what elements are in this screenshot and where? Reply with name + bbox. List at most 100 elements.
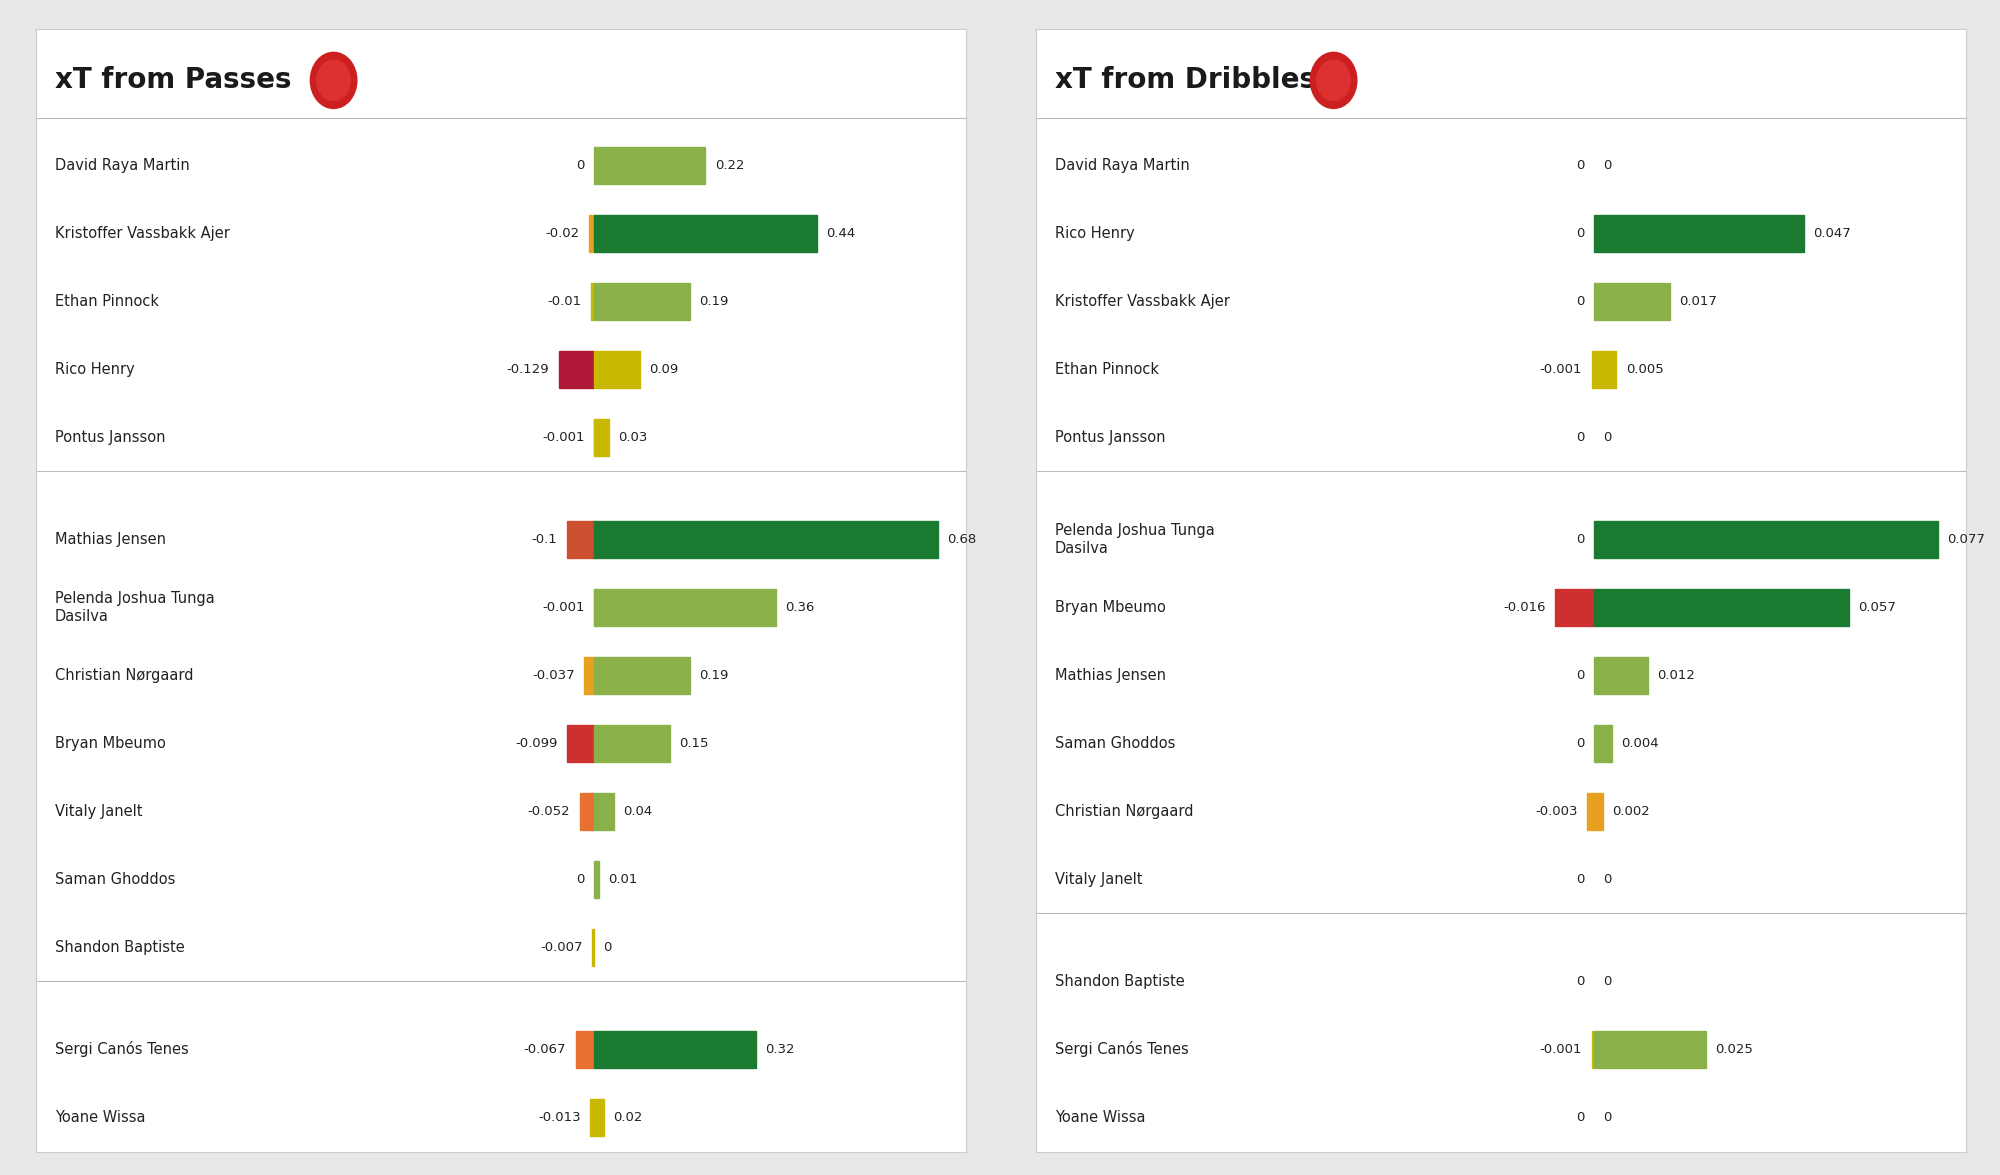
Text: Mathias Jensen: Mathias Jensen <box>1054 667 1166 683</box>
Bar <box>594 418 610 456</box>
Text: 0: 0 <box>576 159 584 172</box>
Text: Ethan Pinnock: Ethan Pinnock <box>1054 362 1158 377</box>
Bar <box>1594 521 1938 558</box>
Bar <box>594 725 670 763</box>
Text: 0.44: 0.44 <box>826 227 856 240</box>
Text: -0.016: -0.016 <box>1504 600 1546 615</box>
Text: 0: 0 <box>1576 669 1584 682</box>
Text: 0: 0 <box>1604 975 1612 988</box>
Bar <box>594 589 776 626</box>
Circle shape <box>1316 60 1350 101</box>
Text: xT from Passes: xT from Passes <box>54 66 292 94</box>
Text: -0.099: -0.099 <box>516 737 558 750</box>
Bar <box>594 147 706 184</box>
Bar <box>1586 793 1594 831</box>
Text: Pelenda Joshua Tunga
Dasilva: Pelenda Joshua Tunga Dasilva <box>54 591 214 624</box>
Text: Saman Ghoddos: Saman Ghoddos <box>1054 736 1174 751</box>
Text: 0: 0 <box>1576 295 1584 308</box>
Bar <box>1592 1030 1594 1068</box>
Text: xT from Dribbles: xT from Dribbles <box>1054 66 1316 94</box>
Text: 0.15: 0.15 <box>680 737 708 750</box>
Text: -0.001: -0.001 <box>1540 363 1582 376</box>
Text: 0.22: 0.22 <box>714 159 744 172</box>
Text: David Raya Martin: David Raya Martin <box>54 157 190 173</box>
Text: -0.037: -0.037 <box>532 669 574 682</box>
Bar <box>566 725 594 763</box>
Text: 0.077: 0.077 <box>1948 533 1986 546</box>
Bar <box>1594 1030 1706 1068</box>
Bar <box>1594 657 1648 694</box>
Text: 0.005: 0.005 <box>1626 363 1664 376</box>
Text: 0: 0 <box>576 873 584 886</box>
Bar <box>1594 215 1804 253</box>
Bar <box>566 521 594 558</box>
Bar <box>594 793 614 831</box>
Text: Pelenda Joshua Tunga
Dasilva: Pelenda Joshua Tunga Dasilva <box>1054 523 1214 556</box>
Text: Sergi Canós Tenes: Sergi Canós Tenes <box>1054 1041 1188 1058</box>
Text: 0: 0 <box>1576 227 1584 240</box>
Bar <box>584 657 594 694</box>
Text: 0.025: 0.025 <box>1716 1043 1752 1056</box>
Text: Ethan Pinnock: Ethan Pinnock <box>54 294 158 309</box>
Text: 0: 0 <box>1576 533 1584 546</box>
Text: Sergi Canós Tenes: Sergi Canós Tenes <box>54 1041 188 1058</box>
Text: Yoane Wissa: Yoane Wissa <box>54 1110 146 1124</box>
Text: 0: 0 <box>604 941 612 954</box>
Text: Pontus Jansson: Pontus Jansson <box>54 430 166 445</box>
Text: Christian Nørgaard: Christian Nørgaard <box>1054 804 1194 819</box>
Text: Kristoffer Vassbakk Ajer: Kristoffer Vassbakk Ajer <box>1054 294 1230 309</box>
Bar <box>590 1099 594 1136</box>
Circle shape <box>1310 53 1356 108</box>
Text: Saman Ghoddos: Saman Ghoddos <box>54 872 174 887</box>
Text: 0.36: 0.36 <box>786 600 814 615</box>
Bar <box>576 1030 594 1068</box>
Text: -0.001: -0.001 <box>1540 1043 1582 1056</box>
Text: -0.001: -0.001 <box>542 431 584 444</box>
Text: 0.68: 0.68 <box>948 533 976 546</box>
Text: Mathias Jensen: Mathias Jensen <box>54 532 166 546</box>
Text: 0.047: 0.047 <box>1814 227 1852 240</box>
Text: Yoane Wissa: Yoane Wissa <box>1054 1110 1146 1124</box>
Bar <box>1594 725 1612 763</box>
Bar <box>594 215 816 253</box>
Bar <box>580 793 594 831</box>
Text: Rico Henry: Rico Henry <box>54 362 134 377</box>
Bar <box>1594 283 1670 320</box>
Text: 0.03: 0.03 <box>618 431 648 444</box>
Text: 0: 0 <box>1576 975 1584 988</box>
Bar <box>594 657 690 694</box>
Text: -0.003: -0.003 <box>1534 805 1578 818</box>
Text: 0.19: 0.19 <box>700 295 728 308</box>
Text: 0.09: 0.09 <box>648 363 678 376</box>
Text: -0.001: -0.001 <box>542 600 584 615</box>
Text: 0: 0 <box>1576 737 1584 750</box>
Text: Christian Nørgaard: Christian Nørgaard <box>54 667 194 683</box>
Text: Bryan Mbeumo: Bryan Mbeumo <box>1054 600 1166 615</box>
Circle shape <box>310 53 356 108</box>
Text: 0.004: 0.004 <box>1622 737 1658 750</box>
Bar <box>594 283 690 320</box>
Bar <box>1592 350 1594 388</box>
Text: Kristoffer Vassbakk Ajer: Kristoffer Vassbakk Ajer <box>54 226 230 241</box>
Text: 0: 0 <box>1576 431 1584 444</box>
Text: -0.067: -0.067 <box>524 1043 566 1056</box>
Bar <box>1556 589 1594 626</box>
Text: -0.013: -0.013 <box>538 1112 582 1124</box>
Text: 0.017: 0.017 <box>1680 295 1718 308</box>
Text: Vitaly Janelt: Vitaly Janelt <box>54 804 142 819</box>
Text: 0: 0 <box>1604 873 1612 886</box>
Bar <box>588 215 594 253</box>
Text: 0.01: 0.01 <box>608 873 638 886</box>
Text: Vitaly Janelt: Vitaly Janelt <box>1054 872 1142 887</box>
Text: -0.007: -0.007 <box>540 941 582 954</box>
Text: -0.1: -0.1 <box>532 533 558 546</box>
Bar <box>594 350 640 388</box>
Bar <box>594 1099 604 1136</box>
Text: 0.012: 0.012 <box>1656 669 1694 682</box>
Text: Pontus Jansson: Pontus Jansson <box>1054 430 1166 445</box>
Text: 0.04: 0.04 <box>624 805 652 818</box>
Bar <box>594 521 938 558</box>
Text: Shandon Baptiste: Shandon Baptiste <box>54 940 184 955</box>
Text: 0.057: 0.057 <box>1858 600 1896 615</box>
Text: 0: 0 <box>1604 1112 1612 1124</box>
